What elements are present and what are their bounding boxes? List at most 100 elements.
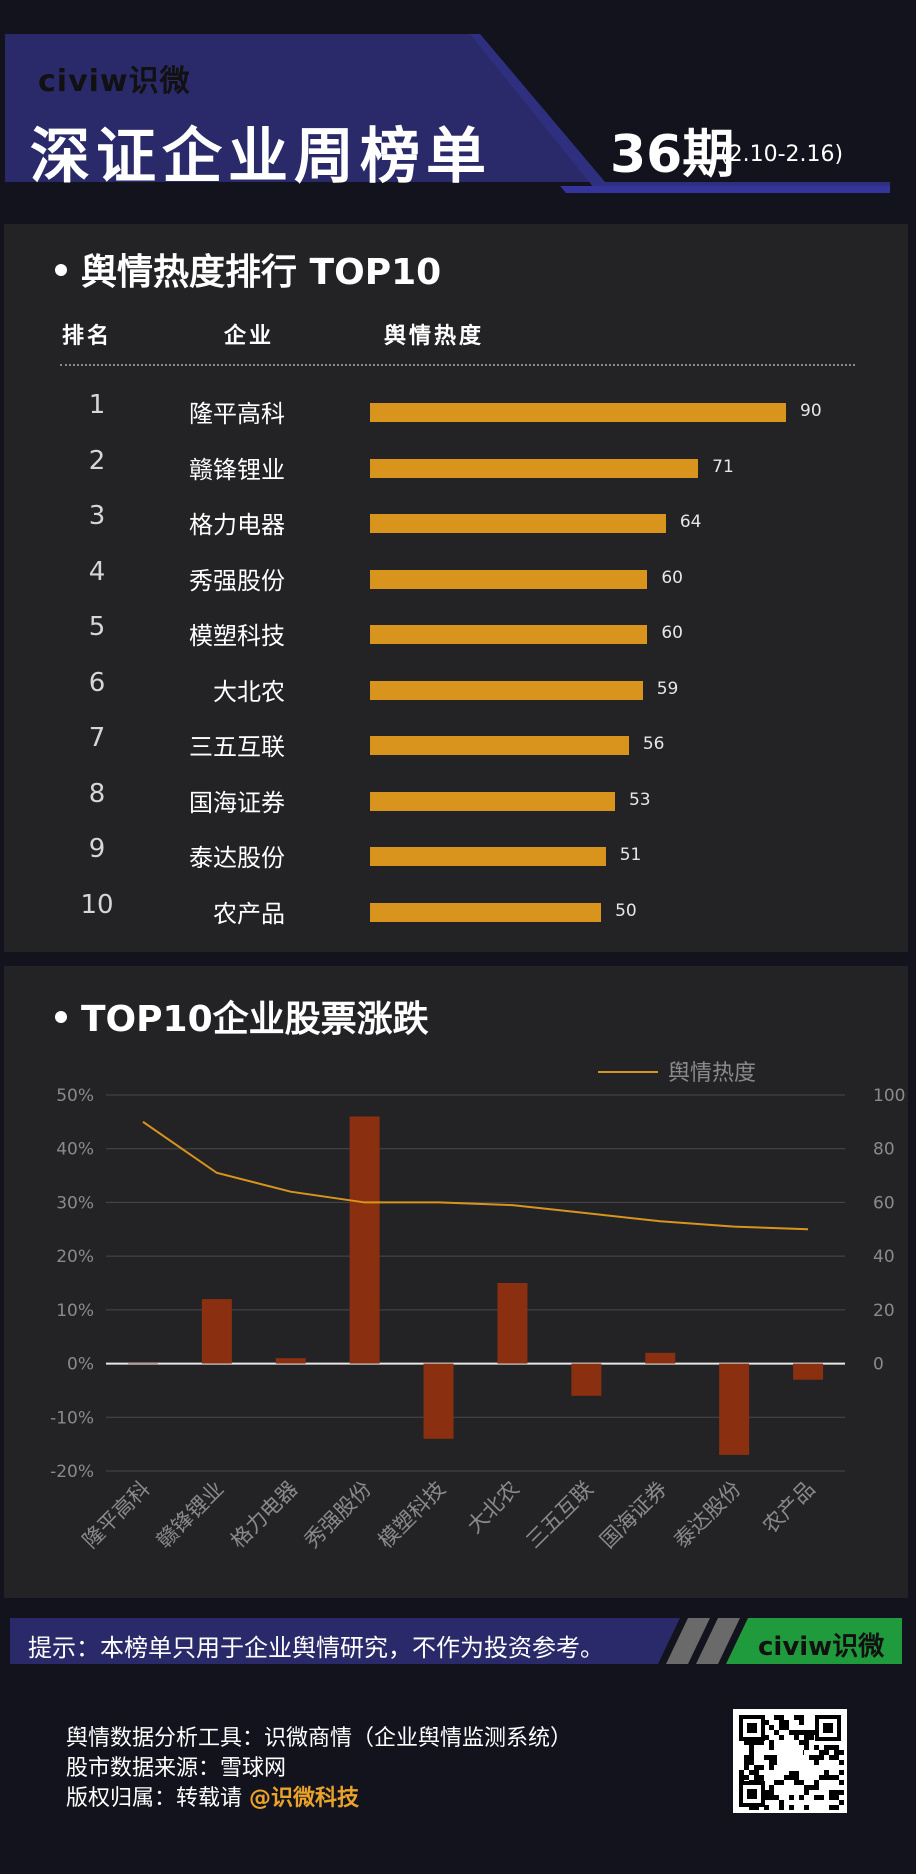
company-name: 隆平高科	[189, 400, 285, 428]
category-label: 泰达股份	[669, 1477, 745, 1553]
heat-value: 51	[619, 845, 642, 865]
heat-bar	[370, 680, 643, 700]
category-label: 大北农	[462, 1477, 524, 1539]
heat-bar	[370, 458, 699, 478]
heat-value: 60	[661, 623, 683, 643]
stock-change-bar	[497, 1283, 528, 1364]
category-label: 秀强股份	[300, 1477, 376, 1553]
heat-value: 71	[712, 456, 734, 477]
category-label: 国海证券	[595, 1477, 671, 1553]
company-name: 三五互联	[189, 733, 285, 761]
page-title: 深证企业周榜单	[30, 122, 492, 192]
source-line: 股市数据来源：雪球网	[66, 1756, 287, 1781]
civiw-logo: civiw识微	[38, 64, 191, 99]
right-tick-label: 60	[873, 1193, 895, 1213]
tip-text: 提示：本榜单只用于企业舆情研究，不作为投资参考。	[28, 1634, 604, 1662]
left-tick-label: 10%	[56, 1301, 94, 1321]
company-name: 国海证券	[189, 788, 285, 817]
right-tick-label: 0	[873, 1355, 884, 1375]
right-tick-label: 40	[873, 1247, 895, 1267]
stock-change-bar	[127, 1363, 158, 1365]
heat-bar	[370, 847, 606, 866]
ranking-row: 10 农产品 50	[0, 890, 916, 934]
heat-value: 50	[615, 900, 637, 921]
left-tick-label: 40%	[56, 1140, 94, 1160]
category-label: 三五互联	[522, 1477, 598, 1553]
ranking-row: 1 隆平高科 90	[0, 390, 916, 434]
ranking-row: 3 格力电器 64	[0, 501, 916, 545]
bullet-dot	[55, 264, 67, 276]
rank-number: 6	[88, 667, 106, 698]
heat-bar	[370, 902, 602, 922]
company-name: 模塑科技	[189, 622, 285, 650]
heat-bar	[370, 569, 648, 589]
stock-change-bar	[571, 1363, 602, 1396]
stock-panel	[4, 966, 908, 1598]
company-name: 泰达股份	[189, 844, 285, 872]
ranking-row: 6 大北农 59	[0, 668, 916, 712]
heat-value: 90	[800, 401, 822, 421]
stock-change-bar	[423, 1363, 454, 1439]
heat-value: 59	[656, 678, 679, 699]
qr-code[interactable]	[733, 1709, 847, 1813]
ranking-row: 4 秀强股份 60	[0, 557, 916, 601]
rank-number: 8	[88, 778, 106, 809]
heat-value: 53	[628, 789, 651, 810]
ranking-row: 5 模塑科技 60	[0, 612, 916, 656]
legend-label: 舆情热度	[668, 1061, 756, 1086]
rank-number: 1	[88, 390, 106, 420]
right-tick-label: 20	[873, 1301, 895, 1321]
rank-number: 4	[88, 556, 106, 587]
tool-line: 舆情数据分析工具：识微商情（企业舆情监测系统）	[66, 1726, 573, 1751]
left-tick-label: 20%	[56, 1247, 94, 1267]
rank-number: 2	[88, 445, 106, 476]
column-header-company: 企业	[224, 324, 275, 349]
rank-number: 5	[88, 612, 106, 642]
stock-change-bar	[275, 1358, 306, 1364]
ranking-row: 9 泰达股份 51	[0, 834, 916, 878]
heat-bar	[370, 736, 629, 755]
category-label: 模塑科技	[374, 1477, 450, 1553]
category-label: 格力电器	[226, 1477, 302, 1553]
copyright-line: 版权归属：转载请 @识微科技	[66, 1786, 360, 1811]
company-name: 赣锋锂业	[189, 455, 285, 484]
heat-bar	[370, 625, 648, 644]
heat-bar	[370, 514, 666, 533]
stock-change-bar	[201, 1299, 232, 1364]
rank-number: 3	[88, 501, 106, 531]
ranking-section-title: 舆情热度排行 TOP10	[55, 243, 441, 295]
issue-number: 36期	[610, 125, 735, 185]
left-tick-label: -10%	[50, 1408, 94, 1428]
company-name: 大北农	[213, 677, 285, 706]
right-tick-label: 80	[873, 1140, 895, 1160]
heat-value: 56	[642, 734, 665, 754]
category-label: 隆平高科	[78, 1477, 154, 1553]
left-tick-label: 50%	[56, 1086, 94, 1106]
rank-number: 9	[88, 834, 106, 864]
company-name: 农产品	[213, 899, 285, 928]
ranking-row: 2 赣锋锂业 71	[0, 446, 916, 490]
rank-number: 7	[88, 723, 106, 753]
tip-logo: civiw识微	[758, 1632, 885, 1662]
heat-value: 60	[661, 567, 683, 588]
bullet-dot	[55, 1011, 67, 1023]
dotted-divider	[60, 364, 855, 366]
stock-section-title: TOP10企业股票涨跌	[55, 990, 429, 1042]
header-banner	[5, 34, 890, 193]
left-tick-label: 0%	[67, 1355, 94, 1375]
right-tick-label: 100	[873, 1086, 905, 1106]
heat-line	[142, 1121, 809, 1231]
category-label: 赣锋锂业	[152, 1477, 228, 1553]
company-name: 格力电器	[189, 511, 285, 539]
issue-date-range: (2.10-2.16)	[720, 142, 844, 167]
copyright-highlight: @识微科技	[249, 1786, 360, 1811]
stock-change-bar	[793, 1363, 824, 1380]
rank-number: 10	[80, 889, 114, 920]
column-header-rank: 排名	[62, 324, 113, 349]
left-tick-label: 30%	[56, 1193, 94, 1213]
ranking-row: 8 国海证券 53	[0, 779, 916, 823]
stock-change-bar	[719, 1363, 750, 1455]
heat-bar	[370, 791, 615, 811]
heat-value: 64	[679, 512, 702, 532]
category-label: 农产品	[758, 1477, 820, 1539]
